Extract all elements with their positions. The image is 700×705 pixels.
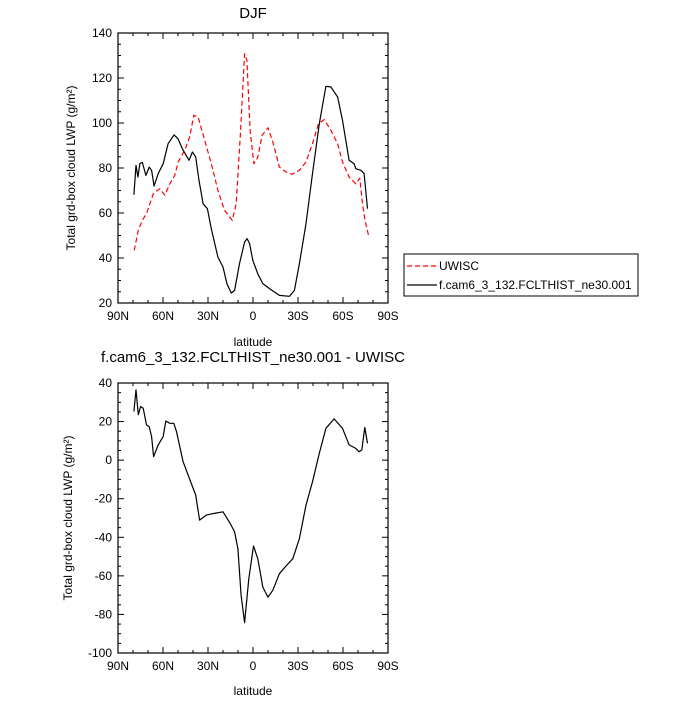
- x-tick-label: 60N: [152, 659, 174, 673]
- y-tick-label: 20: [99, 296, 113, 310]
- x-tick-label: 0: [250, 309, 257, 323]
- y-tick-label: 140: [92, 26, 112, 40]
- bottom-panel-title: f.cam6_3_132.FCLTHIST_ne30.001 - UWISC: [101, 349, 405, 366]
- x-tick-label: 30N: [197, 309, 219, 323]
- y-tick-label: -60: [95, 569, 113, 583]
- top-panel-title: DJF: [239, 5, 267, 22]
- y-tick-label: 100: [92, 116, 112, 130]
- x-tick-label: 30N: [197, 659, 219, 673]
- y-tick-label: 120: [92, 71, 112, 85]
- y-tick-label: 40: [99, 251, 113, 265]
- legend-box: [403, 253, 639, 297]
- y-tick-label: 60: [99, 206, 113, 220]
- x-tick-label: 90S: [377, 659, 398, 673]
- x-tick-label: 30S: [287, 309, 308, 323]
- x-tick-label: 60N: [152, 309, 174, 323]
- x-tick-label: 0: [250, 659, 257, 673]
- y-tick-label: 80: [99, 161, 113, 175]
- x-tick-label: 60S: [332, 309, 353, 323]
- top-panel-xlabel: latitude: [234, 335, 273, 349]
- top-panel-djf: DJF latitude Total grd-box cloud LWP (g/…: [64, 5, 639, 349]
- top-panel-ylabel: Total grd-box cloud LWP (g/m²): [64, 86, 78, 251]
- bottom-panel-difference: f.cam6_3_132.FCLTHIST_ne30.001 - UWISC l…: [61, 349, 405, 698]
- legend-label-model: f.cam6_3_132.FCLTHIST_ne30.001: [439, 278, 632, 292]
- y-tick-label: -100: [88, 646, 112, 660]
- y-tick-label: 0: [105, 453, 112, 467]
- y-tick-label: 20: [99, 415, 113, 429]
- y-tick-label: -20: [95, 492, 113, 506]
- x-tick-label: 90S: [377, 309, 398, 323]
- x-tick-label: 90N: [107, 309, 129, 323]
- series-line-f-cam6-3-132-fclthist-ne30-001: [133, 85, 369, 297]
- series-line-uwisc: [133, 53, 370, 251]
- y-tick-label: -40: [95, 530, 113, 544]
- x-tick-label: 30S: [287, 659, 308, 673]
- series-line-difference: [133, 389, 369, 624]
- y-tick-label: -80: [95, 607, 113, 621]
- x-tick-label: 60S: [332, 659, 353, 673]
- legend: UWISC f.cam6_3_132.FCLTHIST_ne30.001: [403, 253, 639, 297]
- legend-label-uwisc: UWISC: [439, 259, 479, 273]
- x-tick-label: 90N: [107, 659, 129, 673]
- bottom-panel-ylabel: Total grd-box cloud LWP (g/m²): [61, 436, 75, 601]
- plot-frame: [117, 382, 389, 654]
- y-tick-label: 40: [99, 376, 113, 390]
- bottom-panel-xlabel: latitude: [234, 684, 273, 698]
